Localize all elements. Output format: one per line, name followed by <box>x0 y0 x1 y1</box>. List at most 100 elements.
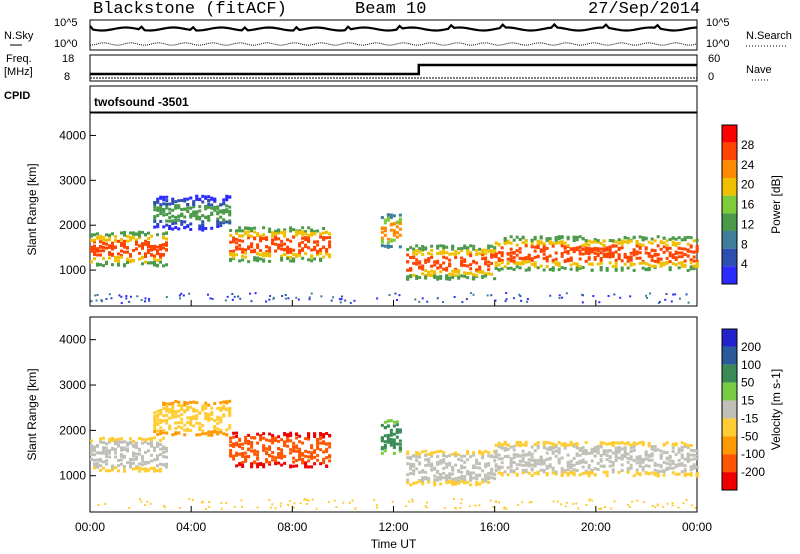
velocity-echo-cell <box>686 457 690 461</box>
power-ground-scatter <box>94 294 97 297</box>
power-echo-cell <box>232 255 236 259</box>
power-echo-cell <box>171 227 175 231</box>
velocity-echo-cell <box>494 463 498 467</box>
power-echo-cell <box>629 251 633 255</box>
power-echo-cell <box>241 254 245 258</box>
velocity-echo-cell <box>578 447 582 451</box>
velocity-echo-cell <box>689 453 693 457</box>
power-echo-cell <box>533 263 537 267</box>
power-echo-cell <box>265 250 269 254</box>
power-echo-cell <box>283 248 287 252</box>
power-echo-cell <box>689 258 693 262</box>
power-echo-cell <box>280 247 284 251</box>
velocity-echo-cell <box>322 435 326 439</box>
velocity-echo-cell <box>611 468 615 472</box>
velocity-echo-cell <box>132 458 135 462</box>
velocity-echo-cell <box>229 443 233 447</box>
power-echo-cell <box>665 239 669 243</box>
velocity-echo-cell <box>232 454 236 458</box>
power-ground-scatter <box>239 297 242 300</box>
velocity-echo-cell <box>596 451 600 455</box>
velocity-echo-cell <box>593 449 597 453</box>
velocity-echo-cell <box>174 410 178 414</box>
power-echo-cell <box>135 247 138 251</box>
power-echo-cell <box>647 254 651 258</box>
velocity-echo-cell <box>177 425 181 429</box>
velocity-echo-cell <box>503 446 507 450</box>
velocity-echo-cell <box>192 409 196 413</box>
velocity-echo-cell <box>638 455 642 459</box>
power-echo-cell <box>623 253 627 257</box>
velocity-ground-scatter <box>610 507 613 510</box>
velocity-echo-cell <box>398 428 402 432</box>
power-echo-cell <box>380 227 384 231</box>
power-echo-cell <box>515 235 519 239</box>
power-echo-cell <box>418 261 422 265</box>
velocity-echo-cell <box>207 413 211 417</box>
power-echo-cell <box>463 244 467 248</box>
velocity-echo-cell <box>542 460 546 464</box>
velocity-echo-cell <box>150 466 153 470</box>
velocity-ground-scatter <box>489 499 492 502</box>
velocity-echo-cell <box>680 462 684 466</box>
power-echo-cell <box>614 250 618 254</box>
velocity-echo-cell <box>102 451 105 455</box>
velocity-echo-cell <box>518 454 522 458</box>
power-echo-cell <box>629 263 633 267</box>
velocity-echo-cell <box>614 441 618 445</box>
velocity-echo-cell <box>430 452 434 456</box>
velocity-echo-cell <box>268 432 272 436</box>
power-echo-cell <box>635 250 639 254</box>
velocity-echo-cell <box>298 440 302 444</box>
power-echo-cell <box>527 260 531 264</box>
velocity-echo-cell <box>542 470 546 474</box>
power-ground-scatter <box>629 295 632 298</box>
power-echo-cell <box>578 235 582 239</box>
power-echo-cell <box>183 220 187 224</box>
power-echo-cell <box>156 225 160 229</box>
power-echo-cell <box>445 256 449 260</box>
velocity-echo-cell <box>463 466 467 470</box>
velocity-echo-cell <box>102 449 105 453</box>
power-echo-cell <box>280 244 284 248</box>
power-echo-cell <box>96 232 99 236</box>
velocity-echo-cell <box>183 410 187 414</box>
velocity-echo-cell <box>647 458 651 462</box>
power-echo-cell <box>683 253 687 257</box>
power-echo-cell <box>659 264 663 268</box>
power-echo-cell <box>219 215 223 219</box>
power-ground-scatter <box>284 297 287 300</box>
velocity-echo-cell <box>490 476 494 480</box>
velocity-echo-cell <box>521 453 525 457</box>
power-echo-cell <box>316 253 320 257</box>
power-echo-cell <box>626 266 630 270</box>
power-echo-cell <box>159 205 163 209</box>
power-echo-cell <box>232 253 236 257</box>
power-echo-cell <box>475 253 479 257</box>
velocity-echo-cell <box>638 473 642 477</box>
power-echo-cell <box>171 201 175 205</box>
velocity-echo-cell <box>159 426 163 430</box>
velocity-echo-cell <box>271 455 275 459</box>
power-echo-cell <box>665 256 669 260</box>
velocity-echo-cell <box>319 435 323 439</box>
power-echo-cell <box>129 231 132 235</box>
velocity-ground-scatter <box>268 499 271 502</box>
velocity-echo-cell <box>587 464 591 468</box>
power-echo-cell <box>542 247 546 251</box>
velocity-echo-cell <box>380 447 384 451</box>
velocity-echo-cell <box>102 440 105 444</box>
velocity-echo-cell <box>650 458 654 462</box>
power-echo-cell <box>584 241 588 245</box>
power-ground-scatter <box>619 296 622 299</box>
power-ground-scatter <box>561 296 564 299</box>
power-ground-scatter <box>674 293 677 296</box>
velocity-echo-cell <box>111 446 114 450</box>
velocity-echo-cell <box>439 482 443 486</box>
power-ground-scatter <box>125 297 128 300</box>
power-echo-cell <box>292 259 296 263</box>
power-ground-scatter <box>148 300 151 303</box>
power-echo-cell <box>587 243 591 247</box>
velocity-echo-cell <box>174 432 178 436</box>
